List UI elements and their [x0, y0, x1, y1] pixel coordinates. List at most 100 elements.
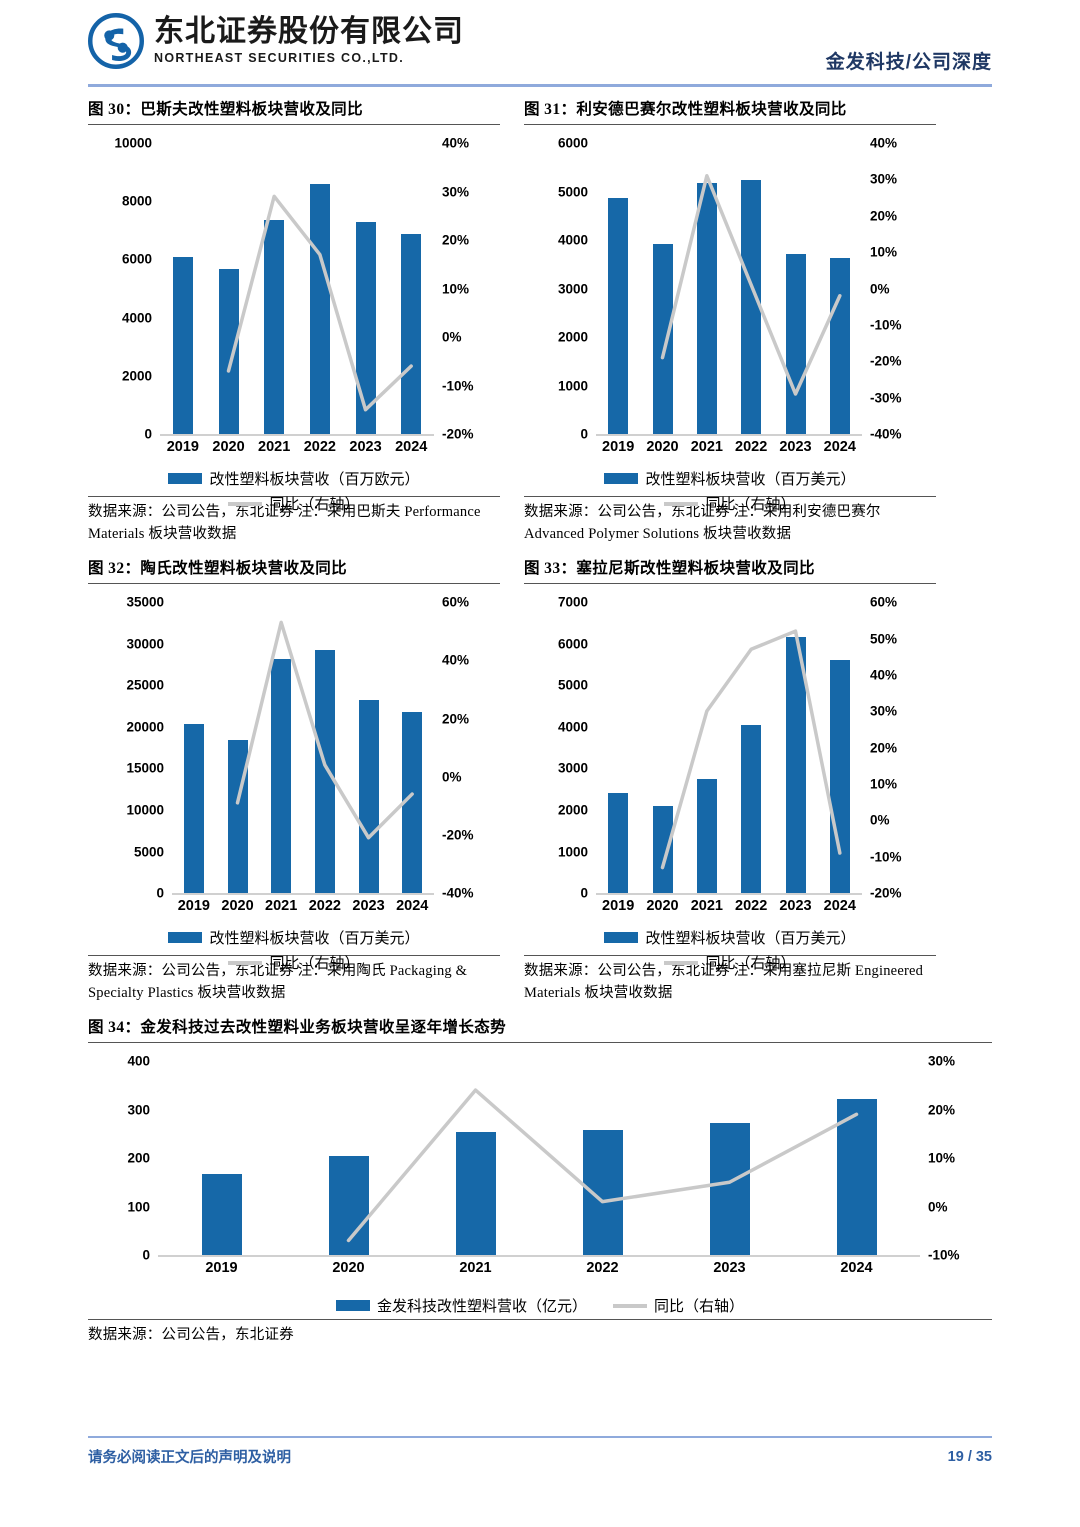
logo-chinese-name: 东北证券股份有限公司 — [154, 15, 464, 49]
chart-legend: 改性塑料板块营收（百万美元） 同比（右轴） — [524, 468, 936, 514]
chart-fig32: 0 5000 10000 15000 20000 25000 30000 35000 -40% -… — [88, 588, 500, 973]
x-tick-label: 2021 — [690, 439, 723, 456]
footer-divider — [88, 1435, 992, 1438]
figure-title-divider — [88, 123, 500, 126]
bar — [355, 222, 376, 435]
footer-page-number: 19 / 35 — [947, 1448, 992, 1465]
legend-row: 改性塑料板块营收（百万美元） — [524, 927, 936, 948]
legend-label: 同比（右轴） — [269, 496, 360, 514]
legend-row: 改性塑料板块营收（百万美元） — [88, 927, 500, 948]
legend-line-swatch — [664, 501, 699, 506]
bar — [608, 793, 629, 894]
x-tick-label: 2024 — [823, 898, 856, 915]
yoy-line-series — [660, 629, 842, 870]
figure-title-33: 图 33：塞拉尼斯改性塑料板块营收及同比 — [524, 559, 815, 577]
bar — [652, 243, 673, 435]
bar — [836, 1099, 877, 1256]
y2-tick-label: -10% — [870, 849, 902, 865]
yoy-line-series — [660, 174, 842, 396]
legend-item: 同比（右轴） — [228, 493, 360, 514]
bar — [201, 1174, 242, 1256]
y2-tick-label: -20% — [442, 827, 474, 843]
figure-title-34: 图 34：金发科技过去改性塑料业务板块营收呈逐年增长态势 — [88, 1018, 507, 1036]
legend-item: 同比（右轴） — [228, 952, 360, 973]
legend-label: 改性塑料板块营收（百万欧元） — [209, 471, 420, 489]
x-tick-label: 2024 — [823, 439, 856, 456]
y-tick-label: 5000 — [557, 677, 588, 693]
y2-tick-label: 30% — [870, 171, 898, 187]
figure-block-34: 图 34：金发科技过去改性塑料业务板块营收呈逐年增长态势 0 100 200 300 4… — [88, 1005, 992, 1366]
figure-title-divider — [524, 582, 936, 585]
figure-block-30: 图 30：巴斯夫改性塑料板块营收及同比 0 2000 4000 6000 8000 100… — [88, 87, 500, 546]
plot-area: 0 1000 2000 3000 4000 5000 6000 -40% -30% -20% -10… — [524, 129, 936, 514]
y-tick-label: 4000 — [557, 719, 588, 735]
chart-fig33: 0 1000 2000 3000 4000 5000 6000 7000 -20% -10% 0% 1… — [524, 588, 936, 973]
legend-bar-swatch — [168, 932, 203, 944]
y2-tick-label: 20% — [870, 208, 898, 224]
chart-legend: 金发科技改性塑料营收（亿元） 同比（右轴） — [88, 1295, 992, 1316]
legend-row: 改性塑料板块营收（百万美元） — [524, 468, 936, 489]
figure-row-1: 图 30：巴斯夫改性塑料板块营收及同比 0 2000 4000 6000 8000 100… — [88, 87, 992, 546]
bar — [652, 805, 673, 894]
figure-row-2: 图 32：陶氏改性塑料板块营收及同比 0 5000 10000 15000 20000 2… — [88, 546, 992, 1005]
y-axis-left: 0 5000 10000 15000 20000 25000 30000 35000 — [88, 595, 164, 901]
y-tick-label: 4000 — [557, 232, 588, 248]
footer-disclaimer: 请务必阅读正文后的声明及说明 — [88, 1450, 291, 1466]
plot-area: 0 5000 10000 15000 20000 25000 30000 35000 -40% -… — [88, 588, 500, 973]
bar — [696, 779, 717, 894]
x-tick-label: 2023 — [349, 439, 382, 456]
x-axis-labels: 2019 2020 2021 2022 2023 2024 — [160, 439, 434, 455]
y-tick-label: 10000 — [126, 802, 164, 818]
x-tick-label: 2020 — [221, 898, 254, 915]
y-tick-label: 5000 — [133, 844, 164, 860]
x-axis-labels: 2019 2020 2021 2022 2023 2024 — [596, 898, 862, 914]
y2-tick-label: 30% — [928, 1053, 956, 1069]
y-tick-label: 5000 — [557, 184, 588, 200]
y2-tick-label: 0% — [870, 281, 890, 297]
y-tick-label: 10000 — [114, 135, 152, 151]
y2-tick-label: -30% — [870, 390, 902, 406]
legend-row: 同比（右轴） — [524, 493, 936, 514]
x-tick-label: 2019 — [602, 898, 635, 915]
y2-tick-label: 0% — [928, 1199, 948, 1215]
legend-label: 同比（右轴） — [269, 955, 360, 973]
y2-tick-label: 60% — [442, 594, 470, 610]
x-tick-label: 2023 — [713, 1260, 746, 1277]
chart-fig34: 0 100 200 300 400 -10% 0% 10% 20% 30% 2019 2020 2021… — [88, 1047, 992, 1317]
y2-tick-label: 30% — [870, 703, 898, 719]
y-tick-label: 6000 — [557, 135, 588, 151]
bar — [829, 257, 850, 435]
y-tick-label: 2000 — [557, 802, 588, 818]
y-tick-label: 100 — [127, 1199, 150, 1215]
bar — [358, 700, 379, 894]
y2-tick-label: 0% — [442, 329, 462, 345]
y2-tick-label: 40% — [442, 135, 470, 151]
y2-tick-label: -10% — [442, 378, 474, 394]
yoy-line-series — [226, 194, 413, 412]
northeast-securities-logo-icon — [88, 13, 144, 69]
figure-title-divider — [88, 582, 500, 585]
x-tick-label: 2022 — [735, 439, 768, 456]
x-axis-labels: 2019 2020 2021 2022 2023 2024 — [172, 898, 434, 914]
legend-bar-swatch — [168, 473, 203, 485]
figure-block-31: 图 31：利安德巴赛尔改性塑料板块营收及同比 0 1000 2000 3000 4000… — [524, 87, 936, 546]
bar — [608, 197, 629, 435]
y-axis-left: 0 100 200 300 400 — [88, 1054, 150, 1263]
y-tick-label: 6000 — [557, 636, 588, 652]
legend-bar-swatch — [604, 932, 639, 944]
figure-note-30: 数据来源：公司公告，东北证券 注：采用巴斯夫 Performance Mater… — [88, 496, 500, 546]
y-tick-label: 6000 — [121, 251, 152, 267]
y-tick-label: 300 — [127, 1102, 150, 1118]
x-tick-label: 2023 — [779, 898, 812, 915]
bar — [271, 658, 292, 894]
y-tick-label: 4000 — [121, 310, 152, 326]
figure-note-34: 数据来源：公司公告，东北证券 — [88, 1319, 992, 1365]
legend-item: 改性塑料板块营收（百万欧元） — [168, 468, 420, 489]
legend-label: 同比（右轴） — [654, 1298, 745, 1316]
y2-tick-label: -40% — [442, 885, 474, 901]
y2-tick-label: 20% — [442, 232, 470, 248]
x-tick-label: 2019 — [177, 898, 210, 915]
figure-title-divider — [524, 123, 936, 126]
bar — [696, 183, 717, 435]
